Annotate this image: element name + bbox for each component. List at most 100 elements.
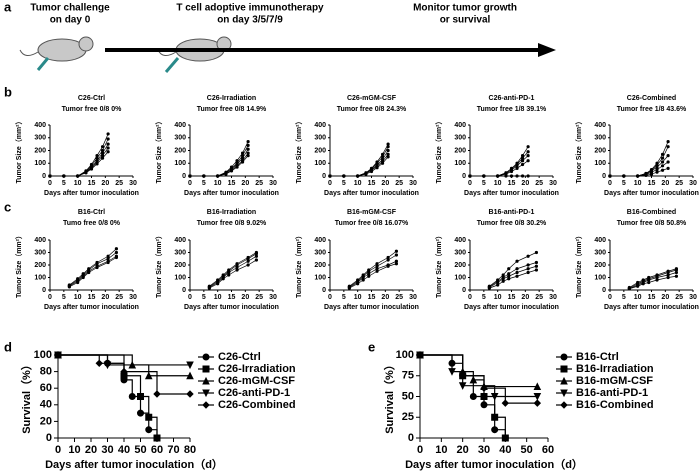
legend-marker — [202, 376, 210, 385]
data-point — [367, 272, 371, 276]
chart-subtitle: Tumor free 1/8 43.6% — [617, 106, 687, 113]
tumor-curve — [610, 168, 669, 177]
data-point — [114, 247, 119, 251]
legend-label: C26-anti-PD-1 — [218, 387, 290, 399]
chart-subtitle: Tumo free 0/8 0% — [63, 220, 121, 227]
data-point — [660, 160, 665, 164]
x-tick-label: 10 — [494, 294, 502, 301]
x-axis-label: Days after tumor inoculation — [324, 190, 419, 197]
y-tick-label: 400 — [174, 122, 186, 129]
x-tick-label: 25 — [675, 180, 683, 187]
y-tick-label: 100 — [454, 160, 466, 167]
legend-marker — [560, 401, 568, 409]
data-point — [496, 174, 500, 178]
data-point — [328, 174, 332, 178]
data-point — [501, 273, 505, 277]
data-point — [95, 265, 99, 270]
step-text: T cell adoptive immunotherapy — [176, 3, 324, 14]
data-point — [660, 156, 665, 160]
data-point — [216, 282, 220, 286]
chart-title: C26-Ctrl — [78, 95, 105, 102]
data-point — [369, 169, 374, 174]
data-point — [106, 260, 110, 265]
x-tick-label: 25 — [395, 294, 403, 301]
data-point — [361, 278, 365, 282]
legend-marker — [202, 353, 210, 361]
data-point — [254, 252, 258, 256]
data-point — [386, 264, 390, 268]
x-tick-label: 20 — [457, 444, 469, 456]
y-tick-label: 200 — [174, 262, 186, 269]
data-point — [246, 143, 250, 147]
legend-marker — [560, 353, 568, 361]
x-tick-label: 25 — [535, 294, 543, 301]
y-tick-label: 0 — [182, 287, 186, 294]
x-tick-label: 25 — [115, 180, 123, 187]
data-point — [533, 399, 542, 407]
data-point — [469, 393, 477, 400]
data-point — [501, 434, 509, 442]
data-point — [608, 174, 612, 178]
data-point — [416, 351, 424, 359]
x-tick-label: 30 — [101, 444, 113, 456]
data-point — [186, 390, 194, 398]
y-axis-label: Tumor Size（mm²） — [15, 118, 23, 184]
data-point — [48, 174, 52, 178]
x-tick-label: 10 — [634, 294, 642, 301]
x-axis-label: Days after tumor inoculation（d） — [405, 458, 583, 471]
chart-title: B16-anti-PD-1 — [489, 209, 535, 216]
y-tick-label: 40 — [40, 399, 52, 411]
data-point — [386, 142, 390, 146]
data-point — [375, 166, 379, 170]
x-tick-label: 10 — [634, 180, 642, 187]
x-tick-label: 5 — [62, 294, 66, 301]
x-tick-label: 0 — [188, 180, 192, 187]
data-point — [95, 162, 99, 166]
data-point — [526, 150, 530, 154]
x-tick-label: 80 — [184, 444, 196, 456]
data-point — [496, 280, 500, 285]
panel-label: a — [4, 0, 12, 14]
data-point — [515, 267, 519, 271]
y-tick-label: 100 — [594, 160, 606, 167]
y-tick-label: 0 — [462, 287, 466, 294]
y-tick-label: 0 — [42, 173, 46, 180]
data-point — [469, 375, 478, 384]
legend-marker — [560, 389, 568, 398]
data-point — [622, 174, 626, 178]
x-tick-label: 0 — [48, 294, 52, 301]
data-point — [496, 283, 500, 287]
data-point — [394, 249, 398, 253]
y-tick-label: 80 — [40, 366, 52, 378]
y-tick-label: 20 — [40, 415, 52, 427]
tumor-curve — [190, 155, 249, 177]
data-point — [515, 270, 519, 275]
data-point — [235, 165, 239, 169]
data-point — [666, 273, 670, 277]
x-axis-label: Days after tumor inoculation — [464, 190, 559, 197]
x-tick-label: 25 — [255, 180, 263, 187]
chart-title: B16-Combined — [627, 209, 676, 216]
x-tick-label: 0 — [55, 444, 61, 456]
data-point — [100, 156, 105, 160]
data-point — [375, 269, 379, 273]
data-point — [386, 255, 390, 260]
data-point — [394, 262, 398, 266]
data-point — [356, 282, 360, 286]
y-tick-label: 100 — [34, 349, 52, 361]
step-text: on day 0 — [50, 15, 91, 26]
data-point — [87, 270, 91, 275]
y-tick-label: 200 — [594, 262, 606, 269]
data-point — [526, 263, 530, 267]
tumor-curve — [330, 154, 389, 177]
data-point — [394, 259, 398, 263]
tumor-curve — [190, 141, 249, 177]
legend-label: C26-Combined — [218, 399, 296, 411]
y-axis-label: Tumor Size（mm²） — [295, 232, 303, 298]
chart-subtitle: Tumor free 0/8 24.3% — [337, 106, 407, 113]
data-point — [347, 286, 351, 290]
tumor-curve — [190, 145, 249, 177]
y-tick-label: 0 — [46, 432, 52, 444]
y-tick-label: 0 — [322, 287, 326, 294]
step-text: on day 3/5/7/9 — [217, 15, 283, 26]
